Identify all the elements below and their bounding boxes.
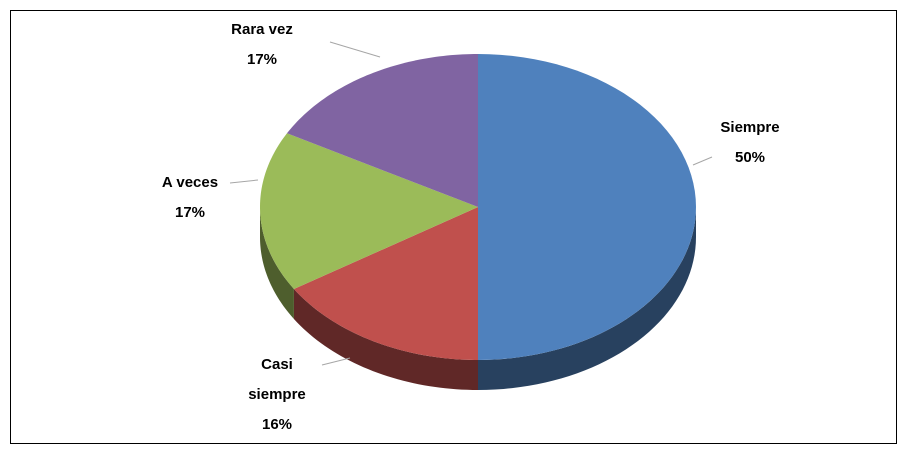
- leader-line: [321, 357, 351, 366]
- slice: [478, 54, 696, 360]
- value-label: 16%: [261, 416, 293, 433]
- slice-side: [478, 207, 696, 390]
- data-label: Siempre 50%: [695, 113, 805, 173]
- slice: [260, 133, 478, 289]
- slice: [286, 54, 478, 207]
- leader-line: [229, 179, 259, 184]
- data-label: A veces 17%: [135, 168, 245, 228]
- category-label: Casi siempre: [248, 356, 306, 403]
- category-label: A veces: [161, 174, 219, 191]
- slice: [293, 207, 478, 360]
- leader-line: [329, 41, 381, 58]
- value-label: 17%: [246, 51, 278, 68]
- category-label: Siempre: [720, 119, 780, 136]
- leader-line: [692, 156, 713, 166]
- chart-frame: [10, 10, 897, 444]
- value-label: 50%: [734, 149, 766, 166]
- slice-side: [260, 207, 294, 319]
- slice-side: [293, 288, 478, 390]
- data-label: Rara vez 17%: [207, 15, 317, 75]
- category-label: Rara vez: [231, 21, 293, 38]
- data-label: Casi siempre 16%: [232, 350, 322, 440]
- value-label: 17%: [174, 204, 206, 221]
